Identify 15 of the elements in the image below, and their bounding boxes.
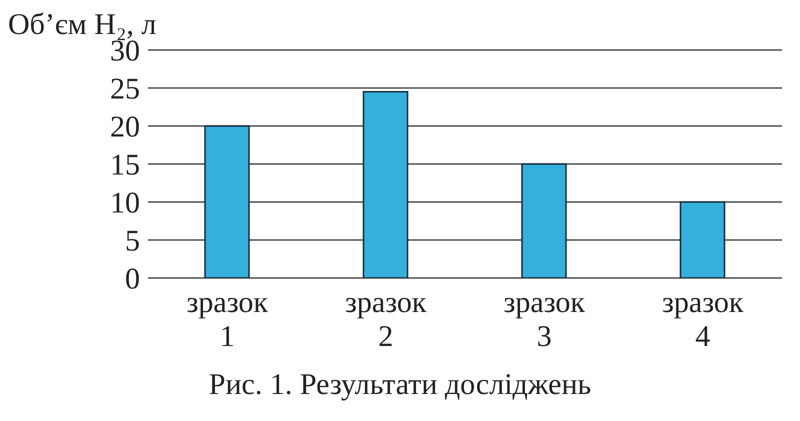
x-tick-label: зразок 2 bbox=[345, 286, 427, 353]
bar bbox=[680, 201, 726, 278]
x-tick-label: зразок 1 bbox=[186, 286, 268, 353]
y-tick-label: 5 bbox=[125, 224, 140, 258]
x-tick-label: зразок 3 bbox=[504, 286, 586, 353]
y-tick-label: 20 bbox=[110, 110, 140, 144]
bar bbox=[204, 125, 250, 278]
text: Рис. 1. Результати досліджень bbox=[208, 368, 592, 402]
y-tick-label: 0 bbox=[125, 262, 140, 296]
y-tick-label: 15 bbox=[110, 148, 140, 182]
bar bbox=[362, 91, 408, 278]
y-tick-label: 10 bbox=[110, 186, 140, 220]
y-tick-label: 25 bbox=[110, 72, 140, 106]
x-tick-label: зразок 4 bbox=[662, 286, 744, 353]
bar bbox=[521, 163, 567, 278]
